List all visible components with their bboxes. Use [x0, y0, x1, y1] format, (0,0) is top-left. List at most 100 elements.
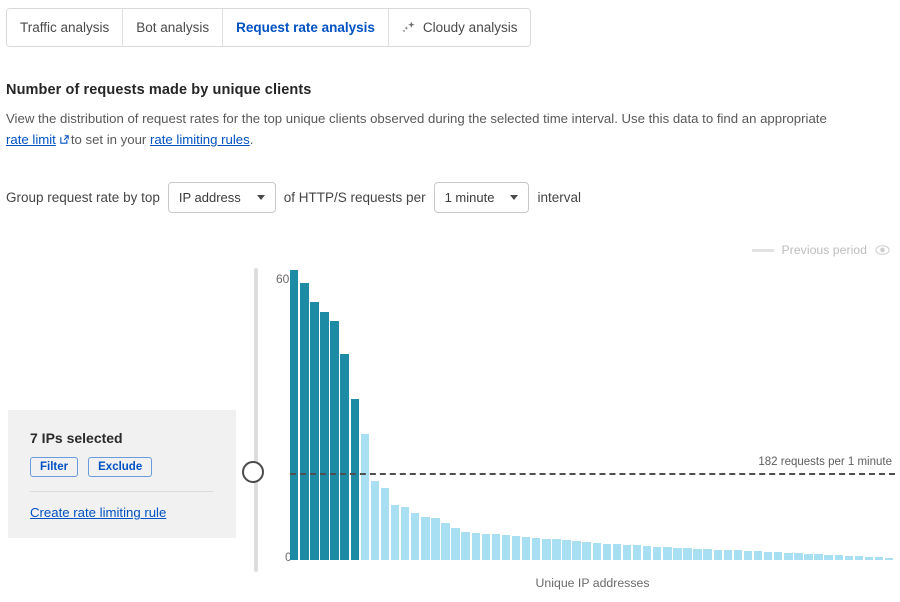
chart-bar[interactable]: [864, 556, 874, 560]
tab-label: Bot analysis: [136, 20, 210, 35]
chart-bar[interactable]: [411, 513, 420, 560]
chart-bar[interactable]: [794, 553, 803, 560]
chart-bar[interactable]: [431, 517, 440, 560]
chart-bar[interactable]: [501, 535, 511, 560]
slider-knob[interactable]: [242, 461, 264, 483]
legend-label: Previous period: [781, 243, 867, 257]
chart-bar[interactable]: [521, 537, 531, 560]
chart-bar[interactable]: [400, 506, 410, 560]
controls-suffix-label: interval: [537, 190, 581, 205]
chart-bar[interactable]: [481, 533, 491, 560]
threshold-line: [290, 473, 895, 476]
chart-bar[interactable]: [330, 321, 339, 560]
chart-bar[interactable]: [622, 544, 632, 560]
chart-bar[interactable]: [421, 517, 430, 560]
chart-bar[interactable]: [683, 548, 692, 560]
tab-cloudy-analysis[interactable]: Cloudy analysis: [388, 9, 531, 46]
chart-bar[interactable]: [703, 549, 712, 560]
chevron-down-icon: [256, 195, 265, 200]
chart-bar[interactable]: [582, 541, 591, 560]
group-by-select[interactable]: IP address: [167, 182, 276, 213]
chart-bar[interactable]: [713, 549, 722, 560]
tab-bot-analysis[interactable]: Bot analysis: [123, 9, 224, 46]
interval-select[interactable]: 1 minute: [433, 182, 530, 213]
chart-bar[interactable]: [743, 550, 753, 560]
card-divider: [30, 491, 214, 492]
chart-bar[interactable]: [511, 536, 521, 560]
controls-prefix-label: Group request rate by top: [6, 190, 160, 205]
chart-bar[interactable]: [360, 433, 370, 560]
chart-bar[interactable]: [491, 534, 501, 560]
selection-card: 7 IPs selected Filter Exclude Create rat…: [8, 410, 236, 538]
group-controls: Group request rate by top IP address of …: [6, 182, 581, 213]
chart-bar[interactable]: [663, 547, 672, 560]
chart-bar[interactable]: [320, 312, 329, 560]
description-text: View the distribution of request rates f…: [6, 111, 827, 126]
rate-limiting-rules-link[interactable]: rate limiting rules: [150, 132, 250, 147]
chart-bar[interactable]: [532, 538, 541, 560]
chart-bar[interactable]: [642, 545, 652, 560]
chart-bar[interactable]: [673, 547, 682, 560]
chart-bar[interactable]: [763, 551, 773, 560]
group-by-value: IP address: [178, 190, 241, 205]
create-rate-limiting-rule-link[interactable]: Create rate limiting rule: [30, 505, 167, 520]
chart-bar[interactable]: [844, 555, 854, 560]
chart-bar[interactable]: [572, 540, 581, 560]
eye-icon[interactable]: [875, 244, 890, 256]
tab-label: Cloudy analysis: [422, 20, 518, 35]
x-axis-label: Unique IP addresses: [535, 576, 650, 590]
chart-bar[interactable]: [310, 302, 319, 560]
legend-dash-swatch: [751, 248, 774, 252]
selection-actions: Filter Exclude: [30, 457, 214, 477]
chart-bar[interactable]: [602, 543, 612, 560]
chart-bar[interactable]: [804, 553, 813, 560]
chart-bar[interactable]: [854, 556, 864, 560]
chart-bar[interactable]: [562, 539, 571, 560]
rate-limit-link[interactable]: rate limit: [6, 132, 56, 147]
chart-bar[interactable]: [874, 557, 884, 560]
description-text-2: to set in your: [70, 132, 147, 147]
chart-bar[interactable]: [370, 480, 380, 560]
filter-button[interactable]: Filter: [30, 457, 79, 477]
tab-label: Traffic analysis: [20, 20, 110, 35]
y-axis-zero-label: 0: [285, 550, 292, 564]
page-description: View the distribution of request rates f…: [6, 108, 866, 150]
chart-bar[interactable]: [693, 548, 702, 560]
chart-bar[interactable]: [471, 532, 480, 560]
chart-bar[interactable]: [552, 538, 561, 560]
previous-period-legend[interactable]: Previous period: [751, 243, 890, 257]
chart-bar[interactable]: [290, 270, 299, 560]
tab-label: Request rate analysis: [236, 20, 375, 35]
chart-bar[interactable]: [753, 551, 763, 560]
threshold-slider[interactable]: [242, 268, 264, 572]
chart-bar[interactable]: [390, 505, 400, 560]
tab-request-rate-analysis[interactable]: Request rate analysis: [223, 9, 389, 46]
chart-bar[interactable]: [340, 353, 349, 560]
chart-bar[interactable]: [774, 552, 783, 560]
chevron-down-icon: [510, 195, 519, 200]
request-rate-bar-chart: 182 requests per 1 minute: [290, 270, 895, 560]
chart-bar[interactable]: [612, 544, 622, 560]
chart-bar[interactable]: [784, 552, 793, 560]
chart-bar[interactable]: [884, 557, 894, 560]
chart-bar[interactable]: [441, 522, 450, 560]
chart-bar[interactable]: [834, 555, 843, 560]
chart-bar[interactable]: [451, 528, 460, 560]
chart-bar[interactable]: [350, 399, 359, 560]
description-period: .: [249, 132, 254, 147]
tab-traffic-analysis[interactable]: Traffic analysis: [7, 9, 124, 46]
chart-bar[interactable]: [824, 554, 833, 560]
chart-bar[interactable]: [542, 538, 551, 560]
chart-bar[interactable]: [632, 545, 642, 560]
chart-bar[interactable]: [592, 542, 601, 560]
chart-bar[interactable]: [814, 554, 823, 560]
exclude-button[interactable]: Exclude: [88, 457, 153, 477]
chart-bar[interactable]: [461, 532, 470, 560]
chart-bar[interactable]: [733, 550, 743, 560]
sparkle-icon: [402, 20, 417, 35]
chart-bar[interactable]: [380, 488, 390, 560]
chart-bar[interactable]: [723, 549, 733, 560]
slider-track[interactable]: [254, 268, 258, 572]
chart-bar[interactable]: [300, 282, 309, 560]
chart-bar[interactable]: [653, 546, 662, 560]
